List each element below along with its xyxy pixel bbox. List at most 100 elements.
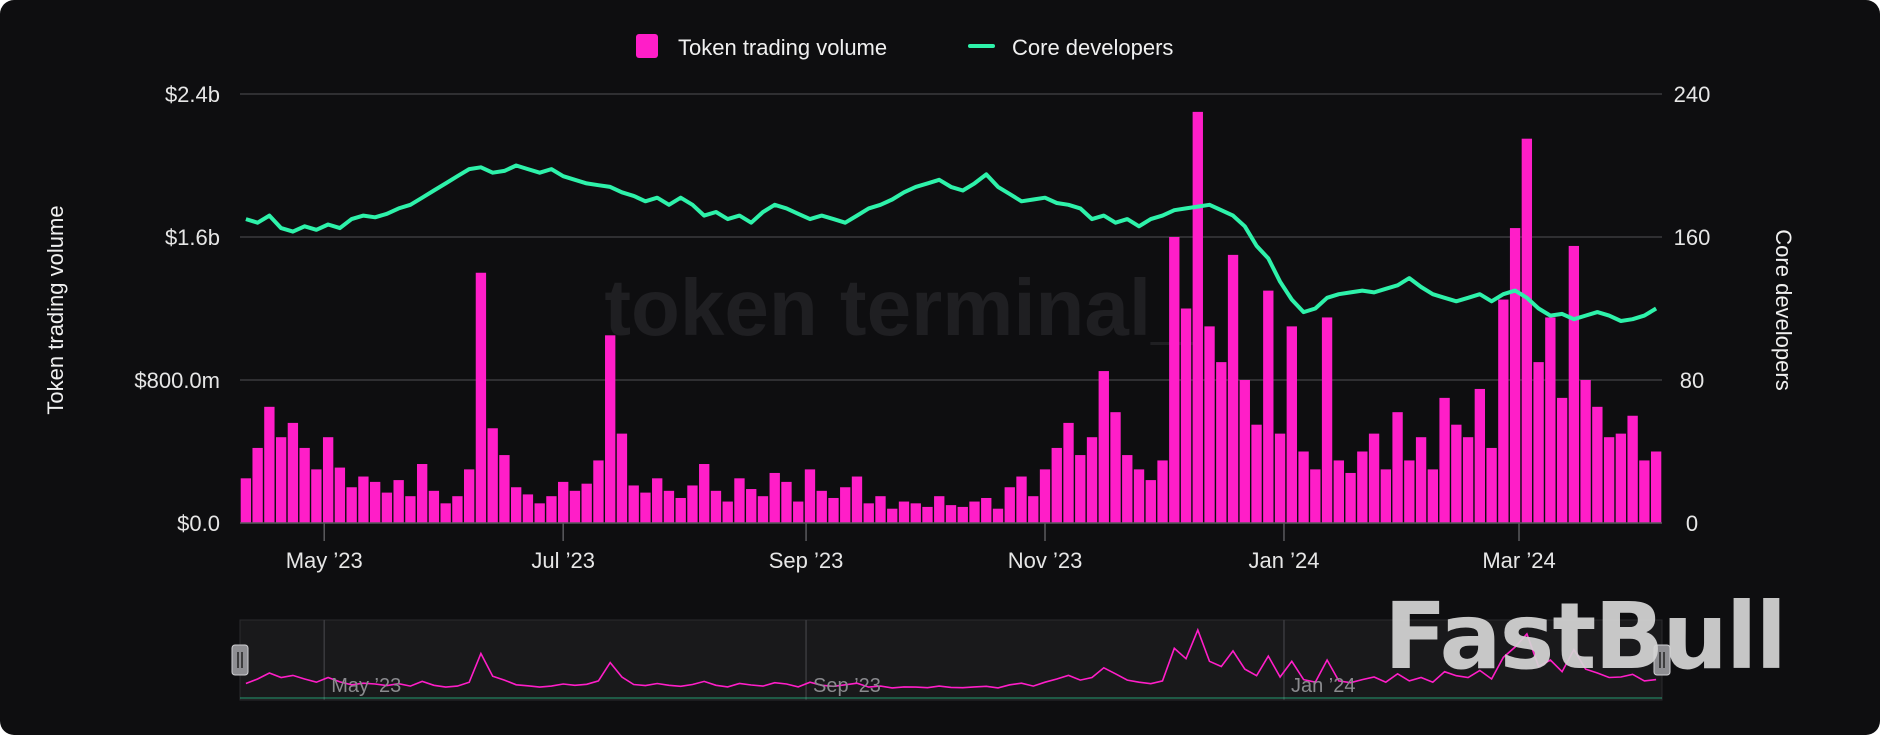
volume-bar[interactable] xyxy=(534,503,545,523)
volume-bar[interactable] xyxy=(1627,415,1638,523)
volume-bar[interactable] xyxy=(1568,245,1580,523)
range-navigator[interactable]: May ’23 Sep ’23 Jan ’24 xyxy=(231,619,1671,701)
volume-bar[interactable] xyxy=(1474,388,1486,523)
volume-bar[interactable] xyxy=(1533,362,1544,523)
volume-bar[interactable] xyxy=(1486,447,1497,523)
volume-bar[interactable] xyxy=(1603,437,1615,523)
volume-bar[interactable] xyxy=(699,464,710,523)
volume-bar[interactable] xyxy=(1639,460,1650,523)
volume-bar[interactable] xyxy=(875,496,886,523)
volume-bar[interactable] xyxy=(1404,460,1415,523)
volume-bar[interactable] xyxy=(1427,469,1439,523)
volume-bar[interactable] xyxy=(1016,476,1027,523)
volume-bar[interactable] xyxy=(734,478,745,523)
volume-bar[interactable] xyxy=(311,469,322,523)
volume-bar[interactable] xyxy=(1133,469,1145,523)
volume-bar[interactable] xyxy=(746,489,757,523)
volume-bar[interactable] xyxy=(1216,362,1227,523)
volume-bar[interactable] xyxy=(1004,487,1015,523)
volume-bar[interactable] xyxy=(1357,451,1368,524)
volume-bar[interactable] xyxy=(581,483,592,523)
legend-item-developers[interactable]: Core developers xyxy=(968,35,1173,60)
volume-bar[interactable] xyxy=(640,492,651,523)
volume-bar[interactable] xyxy=(816,490,827,523)
volume-bar[interactable] xyxy=(1239,380,1250,523)
volume-bar[interactable] xyxy=(264,406,275,523)
volume-bar[interactable] xyxy=(569,490,581,523)
volume-bar[interactable] xyxy=(1615,433,1627,523)
volume-bar[interactable] xyxy=(1263,290,1274,523)
volume-bar[interactable] xyxy=(593,460,604,523)
volume-bar[interactable] xyxy=(992,508,1004,523)
volume-bar[interactable] xyxy=(828,497,839,523)
volume-bar[interactable] xyxy=(769,472,780,523)
volume-bar[interactable] xyxy=(652,478,663,523)
volume-bar[interactable] xyxy=(1321,317,1333,523)
volume-bar[interactable] xyxy=(452,496,463,523)
volume-bar[interactable] xyxy=(1145,480,1156,523)
developers-line[interactable] xyxy=(245,163,1658,323)
volume-bar[interactable] xyxy=(1169,237,1180,523)
volume-bar[interactable] xyxy=(252,447,263,523)
volume-bar[interactable] xyxy=(840,487,851,523)
volume-bar[interactable] xyxy=(1368,433,1380,523)
volume-bar[interactable] xyxy=(722,501,733,523)
volume-bar[interactable] xyxy=(369,481,381,523)
volume-bar[interactable] xyxy=(428,490,440,523)
volume-bar[interactable] xyxy=(1310,469,1321,523)
volume-bar[interactable] xyxy=(1580,380,1591,523)
volume-bar[interactable] xyxy=(1039,469,1051,523)
volume-bar[interactable] xyxy=(710,490,722,523)
volume-bar[interactable] xyxy=(487,428,498,523)
volume-bar[interactable] xyxy=(1415,437,1427,523)
volume-bar[interactable] xyxy=(616,433,628,523)
volume-bar[interactable] xyxy=(1204,326,1215,523)
volume-bar[interactable] xyxy=(969,501,980,523)
volume-bar[interactable] xyxy=(863,503,874,523)
volume-bar[interactable] xyxy=(405,496,416,523)
volume-bar[interactable] xyxy=(381,492,393,523)
volume-bar[interactable] xyxy=(1462,437,1474,523)
volume-bar[interactable] xyxy=(558,481,569,523)
volume-bar[interactable] xyxy=(499,455,510,523)
volume-bar[interactable] xyxy=(1298,451,1309,524)
navigator-handle-left[interactable] xyxy=(231,644,249,676)
volume-bar[interactable] xyxy=(757,496,769,523)
volume-bar[interactable] xyxy=(1028,496,1039,523)
volume-bar[interactable] xyxy=(663,490,675,523)
volume-bar[interactable] xyxy=(675,497,686,523)
volume-bar[interactable] xyxy=(1509,228,1521,523)
volume-bar[interactable] xyxy=(1110,412,1121,523)
volume-bar[interactable] xyxy=(1345,472,1356,523)
volume-bar[interactable] xyxy=(440,503,451,523)
volume-bar[interactable] xyxy=(1439,397,1450,523)
volume-bar[interactable] xyxy=(687,485,698,523)
volume-bar[interactable] xyxy=(1592,406,1603,523)
volume-bar[interactable] xyxy=(1051,447,1062,523)
volume-bar[interactable] xyxy=(1227,254,1239,523)
volume-bar[interactable] xyxy=(416,464,428,523)
volume-bar[interactable] xyxy=(945,505,957,523)
volume-bar[interactable] xyxy=(463,469,475,523)
volume-bar[interactable] xyxy=(793,501,804,523)
volume-bar[interactable] xyxy=(1086,437,1098,523)
volume-bar[interactable] xyxy=(605,335,616,523)
legend-item-volume[interactable]: Token trading volume xyxy=(636,34,887,60)
volume-bar[interactable] xyxy=(898,501,910,523)
volume-bar[interactable] xyxy=(628,485,639,523)
volume-bar[interactable] xyxy=(1274,433,1286,523)
volume-bar[interactable] xyxy=(1556,397,1568,523)
volume-bar[interactable] xyxy=(475,272,487,523)
volume-bar[interactable] xyxy=(1380,469,1391,523)
volume-bar[interactable] xyxy=(1521,138,1533,523)
volume-bar[interactable] xyxy=(957,506,968,523)
volume-bar[interactable] xyxy=(804,469,816,523)
volume-bar[interactable] xyxy=(299,447,310,523)
volume-bar[interactable] xyxy=(1545,317,1556,523)
volume-bar[interactable] xyxy=(1333,460,1344,523)
volume-bar[interactable] xyxy=(781,481,792,523)
volume-bar[interactable] xyxy=(910,503,921,523)
volume-bar[interactable] xyxy=(981,497,992,523)
volume-bar[interactable] xyxy=(1122,455,1133,523)
volume-bar[interactable] xyxy=(1498,299,1509,523)
